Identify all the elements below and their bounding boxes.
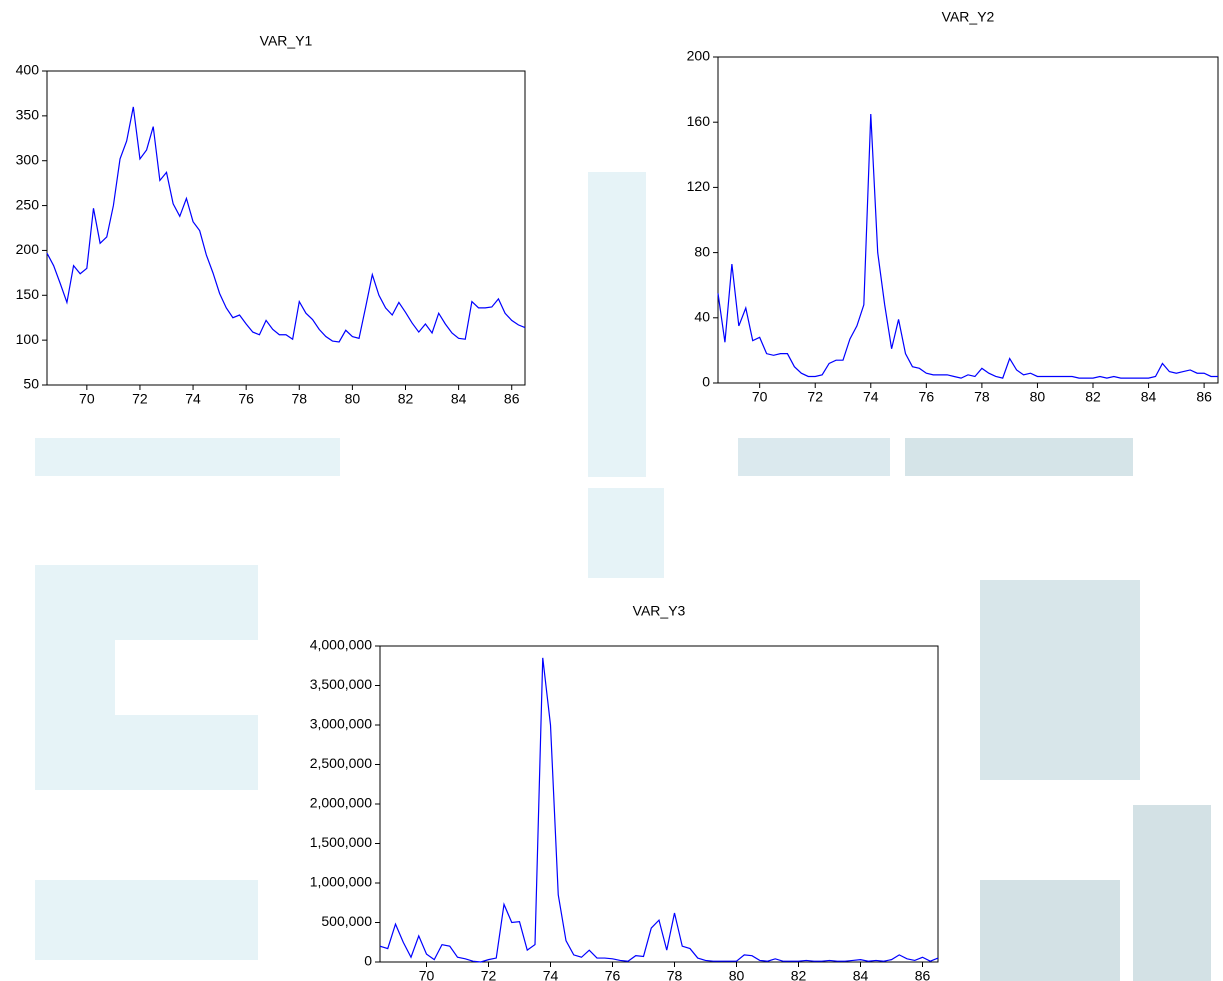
x-tick-label: 84 — [853, 968, 869, 981]
y-tick-label: 500,000 — [321, 913, 372, 929]
x-tick-label: 80 — [345, 391, 361, 407]
x-tick-label: 84 — [1141, 389, 1157, 405]
x-tick-label: 74 — [863, 389, 879, 405]
y-tick-label: 1,500,000 — [310, 834, 372, 850]
chart-title: VAR_Y3 — [633, 603, 686, 619]
plot-frame — [718, 57, 1218, 383]
x-tick-label: 74 — [185, 391, 201, 407]
y-tick-label: 400 — [16, 62, 40, 78]
x-tick-label: 86 — [1196, 389, 1212, 405]
y-tick-label: 100 — [16, 331, 40, 347]
watermark-shape — [1133, 805, 1211, 981]
watermark-gap — [115, 640, 258, 715]
y-tick-label: 350 — [16, 107, 40, 123]
figure: VAR_Y15010015020025030035040070727476788… — [0, 0, 1223, 981]
x-tick-label: 70 — [752, 389, 768, 405]
y-tick-label: 250 — [16, 196, 40, 212]
data-line — [718, 114, 1218, 378]
x-tick-label: 80 — [1030, 389, 1046, 405]
x-tick-label: 86 — [915, 968, 931, 981]
x-tick-label: 82 — [791, 968, 807, 981]
data-line — [47, 107, 525, 342]
x-tick-label: 76 — [238, 391, 254, 407]
x-tick-label: 70 — [79, 391, 95, 407]
y-tick-label: 3,500,000 — [310, 676, 372, 692]
y-tick-label: 0 — [364, 953, 372, 969]
y-tick-label: 200 — [16, 241, 40, 257]
y-tick-label: 150 — [16, 286, 40, 302]
watermark-shape — [980, 580, 1140, 780]
watermark-shape — [588, 488, 664, 578]
x-tick-label: 72 — [132, 391, 148, 407]
y-tick-label: 1,000,000 — [310, 874, 372, 890]
watermark-shape — [980, 880, 1120, 981]
y-tick-label: 50 — [23, 376, 39, 392]
y-tick-label: 200 — [687, 48, 711, 64]
x-tick-label: 72 — [481, 968, 497, 981]
x-tick-label: 72 — [807, 389, 823, 405]
y-tick-label: 160 — [687, 113, 711, 129]
chart-title: VAR_Y1 — [260, 33, 313, 49]
x-tick-label: 84 — [451, 391, 467, 407]
x-tick-label: 74 — [543, 968, 559, 981]
x-tick-label: 70 — [419, 968, 435, 981]
watermark-shape — [738, 438, 890, 476]
y-tick-label: 3,000,000 — [310, 716, 372, 732]
page: VAR_Y15010015020025030035040070727476788… — [0, 0, 1223, 981]
x-tick-label: 76 — [605, 968, 621, 981]
watermark-shape — [35, 880, 258, 960]
y-tick-label: 2,000,000 — [310, 795, 372, 811]
x-tick-label: 82 — [398, 391, 414, 407]
x-tick-label: 78 — [974, 389, 990, 405]
plot-frame — [47, 71, 525, 385]
watermark-shape — [35, 438, 340, 476]
y-tick-label: 2,500,000 — [310, 755, 372, 771]
x-tick-label: 78 — [667, 968, 683, 981]
watermark-shape — [588, 172, 646, 477]
chart-title: VAR_Y2 — [942, 9, 995, 25]
watermark-shape — [905, 438, 1133, 476]
y-tick-label: 120 — [687, 178, 711, 194]
x-tick-label: 76 — [919, 389, 935, 405]
y-tick-label: 40 — [694, 309, 710, 325]
y-tick-label: 4,000,000 — [310, 637, 372, 653]
x-tick-label: 80 — [729, 968, 745, 981]
x-tick-label: 78 — [291, 391, 307, 407]
y-tick-label: 300 — [16, 151, 40, 167]
y-tick-label: 0 — [702, 374, 710, 390]
x-tick-label: 86 — [504, 391, 520, 407]
y-tick-label: 80 — [694, 243, 710, 259]
x-tick-label: 82 — [1085, 389, 1101, 405]
